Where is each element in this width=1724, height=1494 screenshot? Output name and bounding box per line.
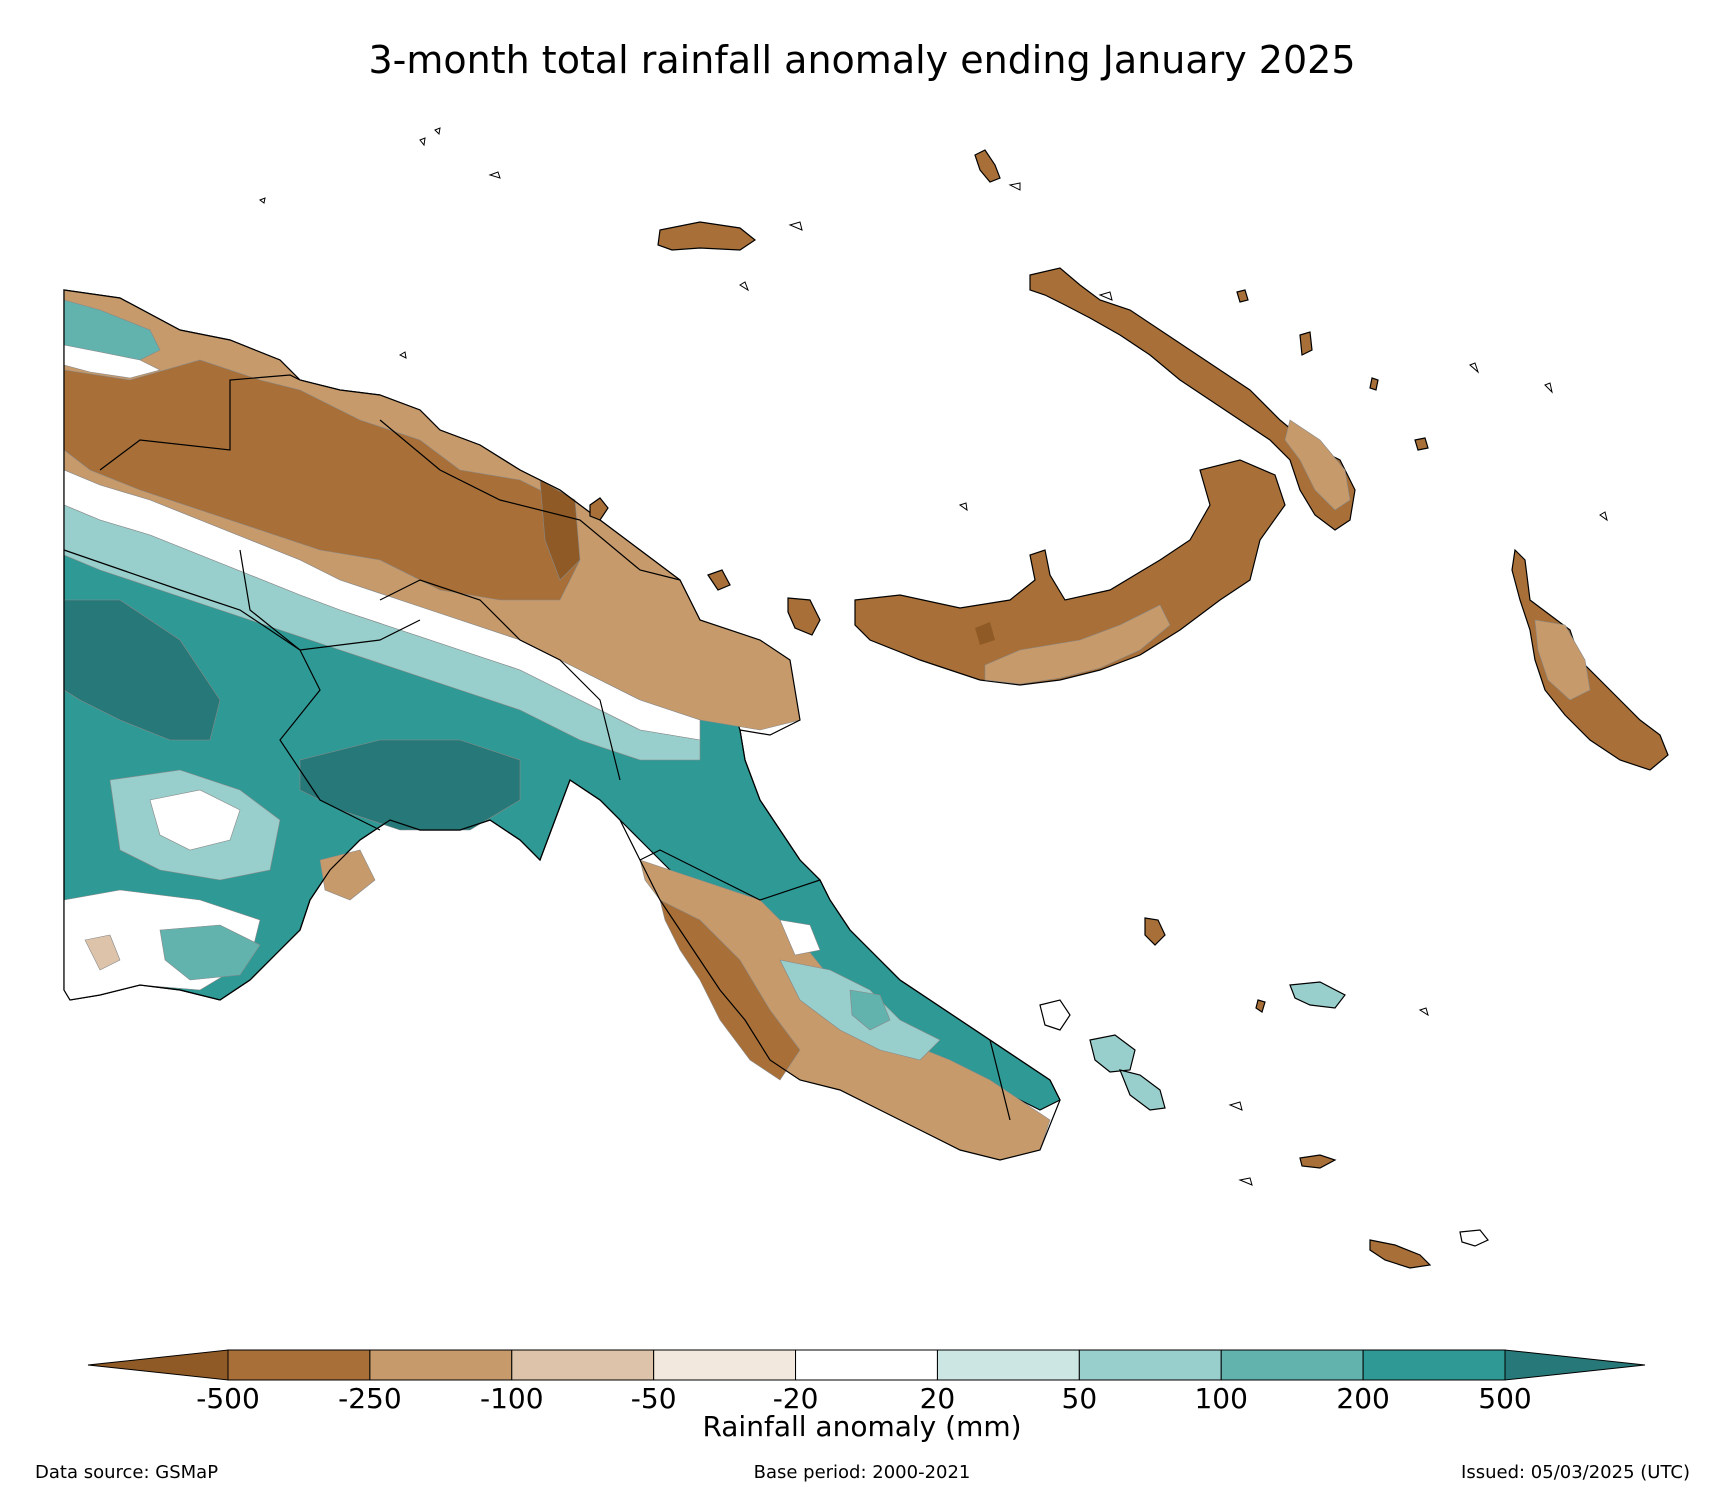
colorbar-swatch [795, 1349, 938, 1381]
colorbar-tick-label: -250 [338, 1382, 402, 1410]
province-borders [63, 289, 1061, 1161]
nuguria-island [1289, 981, 1346, 1009]
tabar-island [1299, 331, 1313, 356]
base-period-note: Base period: 2000-2021 [753, 1462, 971, 1483]
trobriand-island [1255, 999, 1266, 1013]
gulf-white-patch [149, 789, 241, 851]
enga-border [239, 549, 421, 651]
colorbar-tick-label: 200 [1336, 1382, 1389, 1410]
feni-island [1414, 437, 1429, 451]
small-islands [589, 149, 1432, 1269]
green-island [1369, 377, 1379, 391]
sandaun-border [99, 374, 301, 471]
highlands-border [379, 579, 621, 781]
colorbar-ticks: -500 -250 -100 -50 -20 20 50 100 200 500 [196, 1382, 1532, 1410]
nw-white-patch [63, 344, 161, 379]
map-title: 3-month total rainfall anomaly ending Ja… [368, 38, 1356, 82]
colorbar-swatches [87, 1349, 1646, 1381]
colorbar-tick-label: 100 [1194, 1382, 1247, 1410]
west-east-border [63, 549, 381, 831]
mussau-island [974, 149, 1001, 183]
colorbar: -500 -250 -100 -50 -20 20 50 100 200 500 [87, 1349, 1646, 1410]
bougainville-tan [1534, 619, 1591, 701]
umboi-island [787, 597, 821, 636]
goodenough-island [1089, 1034, 1136, 1073]
north-dry-core [63, 359, 581, 601]
karkar-island [589, 497, 609, 521]
south-tan-patch [84, 934, 121, 971]
mainland-anomaly-bands [63, 289, 801, 1001]
colorbar-swatch [511, 1349, 655, 1381]
new-britain-fill [854, 459, 1286, 686]
south-wet-patch [159, 924, 261, 981]
new-ireland [1029, 267, 1356, 531]
colorbar-swatch [227, 1349, 371, 1381]
kiriwina-island [1039, 999, 1071, 1031]
madang-border [379, 419, 681, 581]
colorbar-tick-label: -20 [773, 1382, 819, 1410]
normanby-island [1119, 1069, 1166, 1111]
lihir-island [1236, 289, 1249, 303]
peninsula-wet-core [849, 989, 891, 1031]
central-border [639, 849, 821, 901]
wet-islands [1039, 981, 1489, 1247]
delta-tan-patch [319, 849, 376, 901]
colorbar-under-arrow [87, 1349, 229, 1381]
colorbar-tick-label: 500 [1478, 1382, 1531, 1410]
fergusson-island [1144, 917, 1166, 946]
island-specks [258, 127, 1608, 1186]
colorbar-swatch [1362, 1349, 1506, 1381]
new-ireland-fill [1029, 267, 1356, 531]
data-source-note: Data source: GSMaP [35, 1462, 219, 1483]
colorbar-tick-label: -100 [480, 1382, 544, 1410]
colorbar-tick-label: 50 [1062, 1382, 1098, 1410]
issued-date-note: Issued: 05/03/2025 (UTC) [1461, 1462, 1690, 1483]
north-light-wet [63, 504, 701, 761]
milne-border [989, 1039, 1011, 1121]
rainfall-anomaly-map [63, 127, 1669, 1269]
peninsula-dry-core [659, 899, 801, 1081]
colorbar-swatch [653, 1349, 797, 1381]
colorbar-tick-label: -500 [196, 1382, 260, 1410]
bougainville [1511, 548, 1669, 771]
colorbar-over-arrow [1504, 1349, 1646, 1381]
colorbar-swatch [1220, 1349, 1364, 1381]
west-wet-core [63, 599, 221, 741]
colorbar-swatch [1078, 1349, 1222, 1381]
mainland-coastline [63, 289, 1061, 1161]
manus-island [657, 221, 757, 251]
misima-island [1459, 1229, 1489, 1247]
new-ireland-tan [1284, 419, 1351, 511]
peninsula-white [779, 919, 821, 956]
colorbar-swatch [936, 1349, 1080, 1381]
woodlark-island [1299, 1154, 1337, 1169]
colorbar-label: Rainfall anomaly (mm) [702, 1410, 1022, 1443]
long-island [707, 569, 731, 591]
bougainville-fill [1511, 548, 1669, 771]
colorbar-tick-label: -50 [631, 1382, 677, 1410]
new-britain [854, 459, 1286, 686]
rossel-island [1369, 1239, 1432, 1269]
colorbar-swatch [369, 1349, 513, 1381]
papuan-peninsula [639, 859, 1051, 1161]
new-britain-south-tan [984, 604, 1171, 685]
new-britain-core [975, 622, 995, 645]
colorbar-tick-label: 20 [920, 1382, 956, 1410]
